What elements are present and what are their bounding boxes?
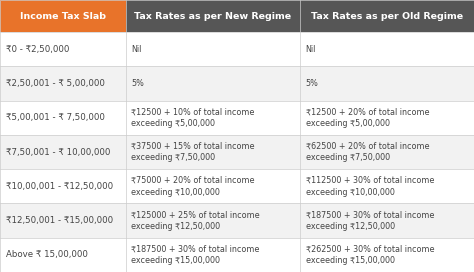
Bar — [300, 32, 474, 66]
Text: ₹37500 + 15% of total income
exceeding ₹7,50,000: ₹37500 + 15% of total income exceeding ₹… — [131, 142, 255, 162]
Text: ₹10,00,001 - ₹12,50,000: ₹10,00,001 - ₹12,50,000 — [6, 182, 113, 191]
Bar — [0, 66, 126, 101]
Bar — [0, 238, 126, 272]
Text: ₹2,50,001 - ₹ 5,00,000: ₹2,50,001 - ₹ 5,00,000 — [6, 79, 105, 88]
Text: ₹112500 + 30% of total income
exceeding ₹10,00,000: ₹112500 + 30% of total income exceeding … — [306, 176, 434, 197]
Text: 5%: 5% — [306, 79, 319, 88]
Bar — [300, 169, 474, 203]
Text: Above ₹ 15,00,000: Above ₹ 15,00,000 — [6, 250, 88, 259]
Text: ₹187500 + 30% of total income
exceeding ₹12,50,000: ₹187500 + 30% of total income exceeding … — [306, 210, 434, 231]
Text: Nil: Nil — [306, 45, 316, 54]
Bar — [300, 0, 474, 32]
Bar — [126, 238, 300, 272]
Bar — [126, 101, 300, 135]
Bar — [126, 32, 300, 66]
Text: ₹7,50,001 - ₹ 10,00,000: ₹7,50,001 - ₹ 10,00,000 — [6, 147, 110, 157]
Bar — [300, 135, 474, 169]
Bar — [0, 169, 126, 203]
Bar — [300, 66, 474, 101]
Text: Tax Rates as per New Regime: Tax Rates as per New Regime — [134, 11, 292, 21]
Text: ₹187500 + 30% of total income
exceeding ₹15,00,000: ₹187500 + 30% of total income exceeding … — [131, 245, 260, 265]
Text: ₹0 - ₹2,50,000: ₹0 - ₹2,50,000 — [6, 45, 69, 54]
Bar — [126, 66, 300, 101]
Bar — [0, 0, 126, 32]
Bar — [0, 135, 126, 169]
Text: 5%: 5% — [131, 79, 144, 88]
Text: Nil: Nil — [131, 45, 142, 54]
Bar — [300, 101, 474, 135]
Text: ₹62500 + 20% of total income
exceeding ₹7,50,000: ₹62500 + 20% of total income exceeding ₹… — [306, 142, 429, 162]
Bar — [126, 135, 300, 169]
Text: ₹12,50,001 - ₹15,00,000: ₹12,50,001 - ₹15,00,000 — [6, 216, 113, 225]
Bar — [0, 101, 126, 135]
Text: ₹262500 + 30% of total income
exceeding ₹15,00,000: ₹262500 + 30% of total income exceeding … — [306, 245, 434, 265]
Bar — [300, 238, 474, 272]
Bar — [0, 32, 126, 66]
Bar — [126, 0, 300, 32]
Text: ₹5,00,001 - ₹ 7,50,000: ₹5,00,001 - ₹ 7,50,000 — [6, 113, 105, 122]
Bar — [0, 203, 126, 238]
Text: ₹12500 + 10% of total income
exceeding ₹5,00,000: ₹12500 + 10% of total income exceeding ₹… — [131, 107, 255, 128]
Text: Tax Rates as per Old Regime: Tax Rates as per Old Regime — [311, 11, 463, 21]
Text: ₹12500 + 20% of total income
exceeding ₹5,00,000: ₹12500 + 20% of total income exceeding ₹… — [306, 107, 429, 128]
Bar — [300, 203, 474, 238]
Text: ₹125000 + 25% of total income
exceeding ₹12,50,000: ₹125000 + 25% of total income exceeding … — [131, 210, 260, 231]
Bar — [126, 169, 300, 203]
Text: Income Tax Slab: Income Tax Slab — [20, 11, 106, 21]
Bar — [126, 203, 300, 238]
Text: ₹75000 + 20% of total income
exceeding ₹10,00,000: ₹75000 + 20% of total income exceeding ₹… — [131, 176, 255, 197]
